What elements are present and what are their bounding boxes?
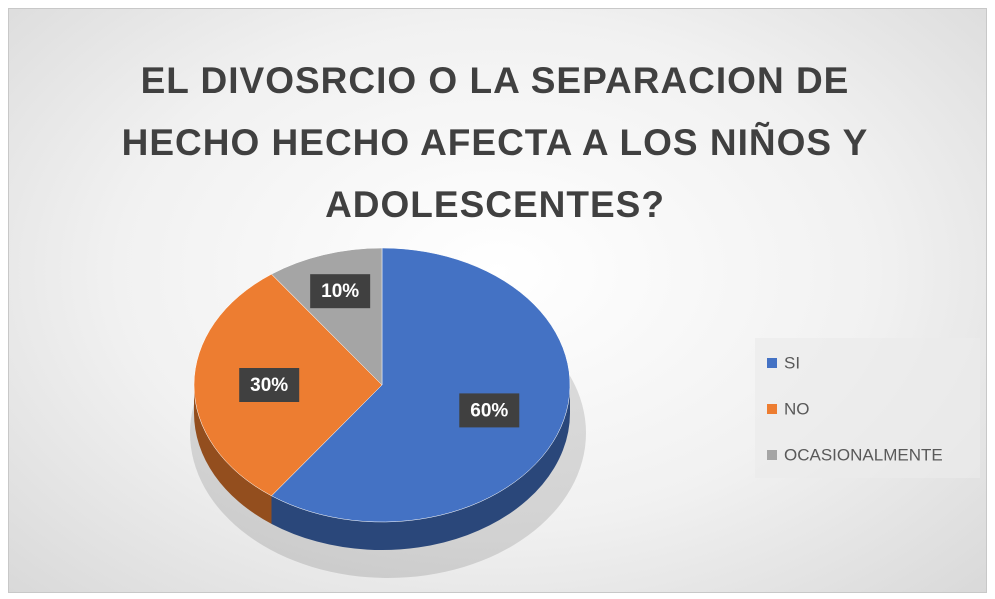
chart-title: EL DIVOSRCIO O LA SEPARACION DE HECHO HE…: [121, 60, 869, 225]
data-label-box: [459, 393, 520, 428]
legend-swatch: [767, 450, 777, 460]
data-label-box: [310, 274, 371, 309]
data-label: 60%: [470, 400, 508, 421]
data-label-box: [239, 368, 300, 402]
legend-box: [755, 338, 980, 478]
data-label: 30%: [250, 375, 288, 396]
legend-swatch: [767, 404, 777, 414]
legend-label: SI: [784, 353, 800, 372]
legend-label: NO: [784, 399, 810, 418]
slice: [271, 247, 571, 523]
slice-side: [271, 385, 570, 550]
data-label: 10%: [321, 281, 359, 302]
slice-side: [194, 385, 272, 524]
legend-swatch: [767, 358, 777, 368]
legend-label: OCASIONALMENTE: [784, 445, 943, 464]
